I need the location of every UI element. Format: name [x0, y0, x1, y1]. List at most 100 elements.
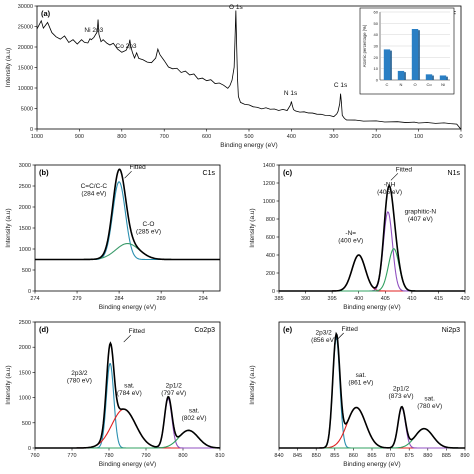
x-tick-label: 800: [117, 134, 126, 140]
inset-frame: [359, 7, 455, 95]
x-tick-label: 855: [330, 453, 339, 459]
inset-y-tick-label: 20: [374, 55, 379, 60]
panel-label: (a): [41, 9, 51, 18]
y-axis-title: Intensity (a.u): [5, 48, 12, 87]
peak-annotation: Fitted: [342, 326, 359, 333]
x-tick-label: 385: [274, 296, 283, 302]
y-tick-label: 2000: [19, 205, 31, 211]
x-tick-label: 274: [30, 296, 39, 302]
y-tick-label: 1400: [263, 163, 275, 169]
y-tick-label: 20000: [18, 45, 33, 51]
inset-bar: [397, 70, 405, 80]
y-tick-label: 0: [28, 446, 31, 452]
x-tick-label: 780: [104, 453, 113, 459]
x-tick-label: 865: [367, 453, 376, 459]
inset-y-tick-label: 50: [374, 21, 379, 26]
component-curve-3: [35, 397, 220, 449]
x-tick-label: 885: [442, 453, 451, 459]
x-tick-label: 800: [178, 453, 187, 459]
inset-y-tick-label: 40: [374, 32, 379, 37]
x-tick-label: 810: [215, 453, 224, 459]
component-curve-1: [35, 181, 220, 261]
fitted-envelope: [35, 168, 220, 261]
y-axis-title: Intensity (a.u): [5, 365, 12, 404]
y-tick-label: 0: [28, 289, 31, 295]
peak-annotation: C=C/C-C: [81, 183, 108, 190]
x-tick-label: 410: [407, 296, 416, 302]
y-tick-label: 1200: [263, 181, 275, 187]
x-tick-label: 415: [434, 296, 443, 302]
component-curve-1: [279, 335, 465, 449]
y-axis-title: Intensity (a.u): [5, 208, 12, 247]
peak-annotation: (405 eV): [377, 189, 402, 196]
inset-bar: [383, 49, 391, 80]
peak-annotation: (861 eV): [348, 379, 373, 386]
y-tick-label: 10000: [18, 86, 33, 92]
peak-annotation: 2p3/2: [315, 330, 332, 337]
y-tick-label: 200: [266, 271, 275, 277]
peak-annotation: 2p1/2: [393, 385, 410, 392]
inset-y-tick-label: 60: [374, 10, 379, 15]
peak-annotation: Fitted: [129, 328, 146, 335]
peak-annotation: sat.: [124, 383, 135, 390]
inset-bar-side: [404, 72, 406, 80]
peak-annotation: -NH: [384, 182, 396, 189]
x-tick-label: 1000: [31, 134, 43, 140]
inset-bar: [411, 29, 419, 80]
fitted-envelope: [35, 341, 221, 449]
peak-annotation: 2p3/2: [71, 370, 88, 377]
peak-annotation: (400 eV): [338, 238, 363, 245]
panel-label: (d): [39, 325, 49, 334]
panel-b: 274 279 284 289 294 0 500 1000 1500 2000 2500 3000 B…: [5, 163, 221, 311]
x-tick-label: 850: [312, 453, 321, 459]
y-axis-title: Intensity (a.u): [249, 208, 256, 247]
y-tick-label: 1500: [19, 226, 31, 232]
x-tick-label: 200: [372, 134, 381, 140]
y-tick-label: 1000: [263, 199, 275, 205]
panel-e: 840 845 850 855 860 865 870 875 880 885 890 Binding…: [249, 321, 470, 468]
component-curve-1: [35, 362, 220, 449]
y-tick-label: 0: [30, 127, 33, 133]
inset-bar-side: [446, 76, 448, 80]
inset-y-tick-label: 30: [374, 44, 379, 49]
y-tick-label: 3000: [19, 163, 31, 169]
peak-annotation: -N=: [345, 230, 356, 237]
x-tick-label: 279: [72, 296, 81, 302]
y-tick-label: 5000: [21, 107, 33, 113]
y-tick-label: 400: [266, 253, 275, 259]
inset-x-tick-label: Co: [426, 82, 432, 87]
inset-bar-chart: 0 10 20 30 40 50 60 C N O Co Ni Atomic percentage (%…: [359, 7, 455, 95]
x-tick-label: 880: [423, 453, 432, 459]
x-tick-label: 400: [287, 134, 296, 140]
x-axis-title: Binding energy (eV): [99, 304, 156, 311]
panel-label: (e): [283, 325, 293, 334]
peak-annotation: (784 eV): [117, 390, 142, 397]
y-tick-label: 800: [266, 217, 275, 223]
x-axis-title: Binding energy (eV): [343, 304, 400, 311]
y-tick-label: 2500: [19, 320, 31, 326]
y-tick-label: 600: [266, 235, 275, 241]
panel-a: 1000 900 800 700 600 500 400 300 200 100 005000100…: [5, 4, 463, 149]
x-tick-label: 890: [460, 453, 469, 459]
x-tick-label: 300: [329, 134, 338, 140]
inset-y-axis-title: Atomic percentage (%): [362, 24, 367, 67]
inset-y-tick-label: 0: [376, 78, 379, 83]
x-tick-label: 860: [349, 453, 358, 459]
fitted-envelope: [279, 184, 465, 292]
peak-annotation: (285 eV): [136, 228, 161, 235]
y-tick-label: 1000: [19, 247, 31, 253]
peak-annotation: sat.: [424, 395, 435, 402]
inset-bar: [425, 74, 433, 80]
peak-annotation: (856 eV): [311, 337, 336, 344]
y-tick-label: 15000: [18, 66, 33, 72]
panel-title: Co2p3: [194, 327, 215, 334]
x-tick-label: 845: [293, 453, 302, 459]
x-tick-label: 840: [274, 453, 283, 459]
x-tick-label: 405: [381, 296, 390, 302]
x-tick-label: 870: [386, 453, 395, 459]
peak-annotation: (407 eV): [408, 216, 433, 223]
peak-annotation: (797 eV): [161, 390, 186, 397]
x-tick-label: 0: [459, 134, 462, 140]
peak-annotation: (780 eV): [67, 377, 92, 384]
inset-x-tick-label: N: [400, 82, 403, 87]
